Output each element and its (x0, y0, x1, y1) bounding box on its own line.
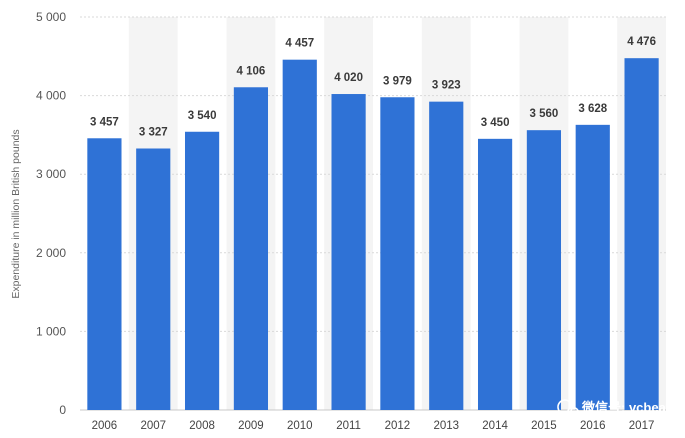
watermark-text: 微信号: vcbeat (581, 400, 671, 415)
data-label: 3 628 (578, 103, 607, 115)
watermark: 微信号: vcbeat (557, 399, 671, 420)
y-tick-label: 1 000 (36, 324, 66, 338)
bar-2015 (526, 130, 562, 410)
bar-2014 (477, 138, 513, 410)
bar-2017 (624, 58, 659, 410)
x-tick-label: 2017 (629, 420, 655, 432)
gridlines (80, 16, 666, 411)
y-tick-label: 3 000 (36, 167, 66, 181)
y-tick-label: 2 000 (36, 246, 66, 260)
bar-2011 (331, 94, 366, 410)
bar-2016 (575, 124, 610, 410)
bar-2010 (282, 59, 317, 410)
x-tick-label: 2013 (433, 420, 459, 432)
y-tick-label: 5 000 (36, 10, 66, 24)
x-tick-label: 2008 (189, 420, 215, 432)
x-tick-label: 2010 (287, 420, 313, 432)
data-label: 3 457 (90, 116, 119, 128)
data-label: 4 020 (334, 72, 363, 84)
data-labels: 3 457 3 327 3 540 4 106 4 457 4 020 3 979 3 923… (90, 36, 656, 138)
bar-2013 (429, 101, 464, 411)
wechat-icon (557, 399, 580, 420)
y-tick-label: 4 000 (36, 89, 66, 103)
x-tick-label: 2014 (482, 420, 508, 432)
x-tick-label: 2015 (531, 420, 557, 432)
bar-2007 (136, 148, 171, 410)
bar-2012 (380, 97, 415, 410)
x-tick-label: 2012 (385, 420, 411, 432)
bar-2006 (87, 138, 122, 411)
bars (87, 58, 659, 411)
y-axis-ticks: 0 1 000 2 000 3 000 4 000 5 000 (36, 10, 66, 417)
bar-2008 (184, 131, 220, 411)
data-label: 3 560 (530, 108, 559, 120)
data-label: 3 327 (139, 126, 168, 138)
data-label: 4 457 (285, 38, 314, 50)
data-label: 4 476 (627, 36, 656, 48)
data-label: 3 923 (432, 80, 461, 92)
y-tick-label: 0 (59, 403, 66, 417)
bar-2009 (233, 87, 269, 410)
x-tick-label: 2006 (92, 420, 118, 432)
x-tick-label: 2009 (238, 420, 264, 432)
x-tick-label: 2007 (140, 420, 166, 432)
data-label: 3 450 (481, 117, 510, 129)
y-axis-label: Expenditure in million British pounds (10, 129, 22, 298)
x-tick-label: 2016 (580, 420, 606, 432)
data-label: 4 106 (237, 65, 266, 77)
x-axis-ticks: 2006 2007 2008 2009 2010 2011 2012 2013 2014 2015… (92, 420, 655, 432)
data-label: 3 979 (383, 75, 412, 87)
x-tick-label: 2011 (336, 420, 361, 432)
data-label: 3 540 (188, 110, 217, 122)
